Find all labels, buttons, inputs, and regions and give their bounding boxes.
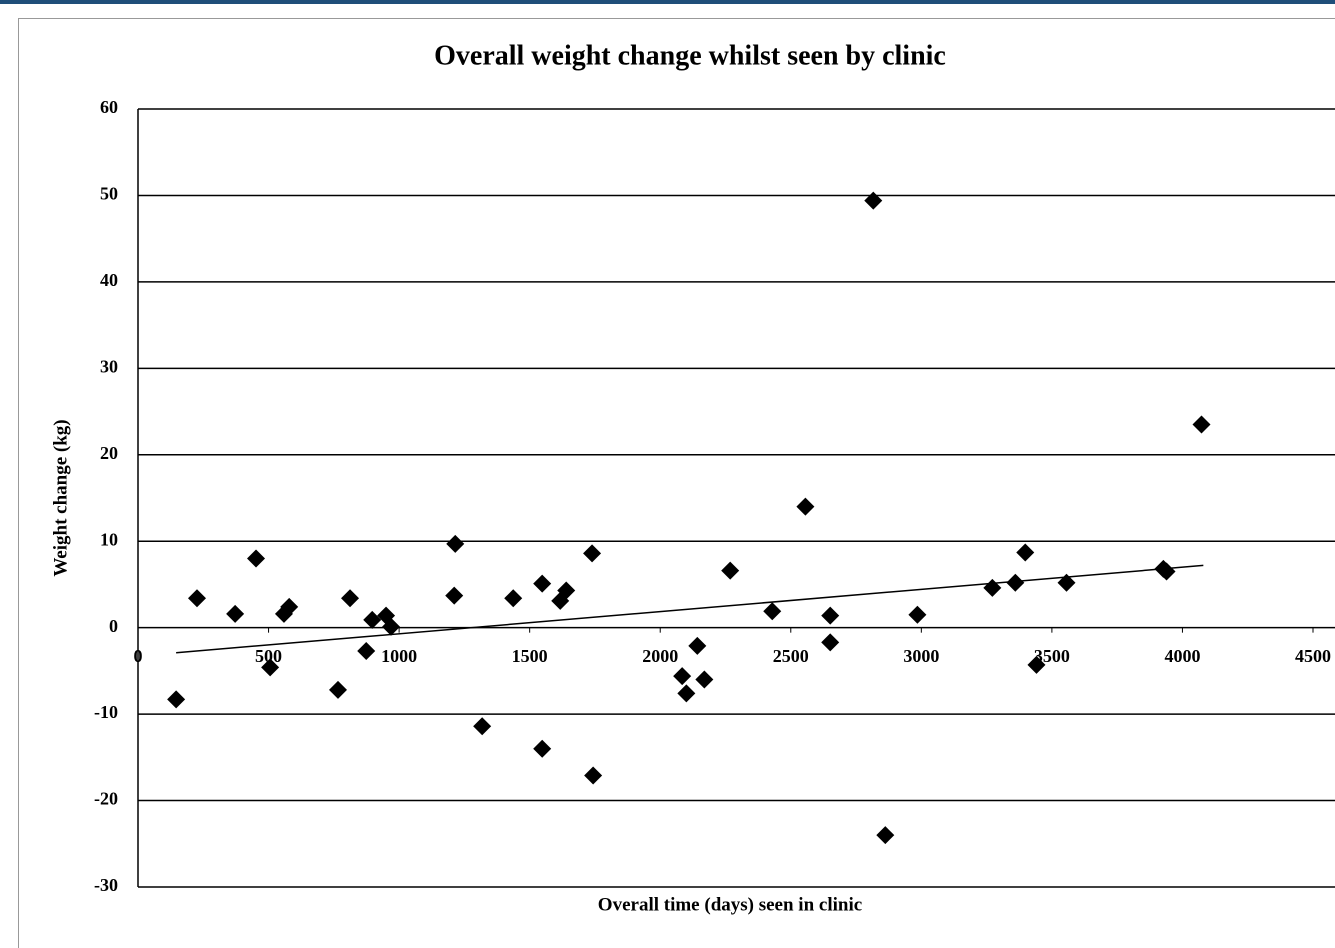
y-tick-label: 20	[100, 443, 118, 463]
point	[1006, 573, 1025, 592]
point	[821, 606, 840, 625]
point	[864, 191, 883, 210]
x-tick-label: 3000	[903, 646, 939, 666]
x-tick-label: 1500	[512, 646, 548, 666]
point	[583, 544, 602, 563]
point	[382, 617, 401, 636]
point	[533, 574, 552, 593]
point	[876, 826, 895, 845]
point	[908, 605, 927, 624]
chart-frame	[18, 18, 1335, 948]
x-tick-label: 0	[134, 646, 143, 666]
y-tick-label: 30	[100, 356, 118, 376]
point	[1157, 562, 1176, 581]
point	[821, 633, 840, 652]
y-tick-label: -10	[94, 702, 118, 722]
point	[363, 610, 382, 629]
trendline	[176, 564, 1204, 654]
x-tick-label: 500	[255, 646, 282, 666]
point	[1027, 655, 1046, 674]
chart-title: Overall weight change whilst seen by cli…	[434, 40, 946, 71]
y-tick-label: -20	[94, 789, 118, 809]
x-tick-label: 4000	[1164, 646, 1200, 666]
x-tick-label: 2000	[642, 646, 678, 666]
point	[445, 586, 464, 605]
point	[584, 766, 603, 785]
x-tick-label: 1000	[381, 646, 417, 666]
point	[1057, 573, 1076, 592]
x-tick-label: 3500	[1034, 646, 1070, 666]
point	[796, 497, 815, 516]
point	[673, 667, 692, 686]
point	[261, 658, 280, 677]
y-tick-label: 10	[100, 529, 118, 549]
top-bar	[0, 0, 1335, 4]
point	[695, 670, 714, 689]
y-tick-label: 60	[100, 97, 118, 117]
point	[763, 602, 782, 621]
point	[721, 561, 740, 580]
point	[341, 589, 360, 608]
point	[188, 589, 207, 608]
y-tick-label: -30	[94, 875, 118, 895]
point	[504, 589, 523, 608]
point	[677, 684, 696, 703]
point	[446, 534, 465, 553]
point	[473, 717, 492, 736]
point	[533, 739, 552, 758]
y-tick-label: 40	[100, 270, 118, 290]
x-tick-label: 4500	[1295, 646, 1331, 666]
point	[280, 597, 299, 616]
x-tick-label: 2500	[773, 646, 809, 666]
point	[247, 549, 266, 568]
y-tick-label: 50	[100, 184, 118, 204]
point	[167, 690, 186, 709]
point	[688, 636, 707, 655]
point	[329, 680, 348, 699]
point	[1016, 543, 1035, 562]
point	[983, 578, 1002, 597]
point	[557, 581, 576, 600]
x-axis-label: Overall time (days) seen in clinic	[598, 894, 862, 915]
point	[226, 604, 245, 623]
y-tick-label: 0	[109, 616, 118, 636]
point	[357, 642, 376, 661]
point	[1192, 415, 1211, 434]
y-axis-label: Weight change (kg)	[50, 419, 71, 576]
